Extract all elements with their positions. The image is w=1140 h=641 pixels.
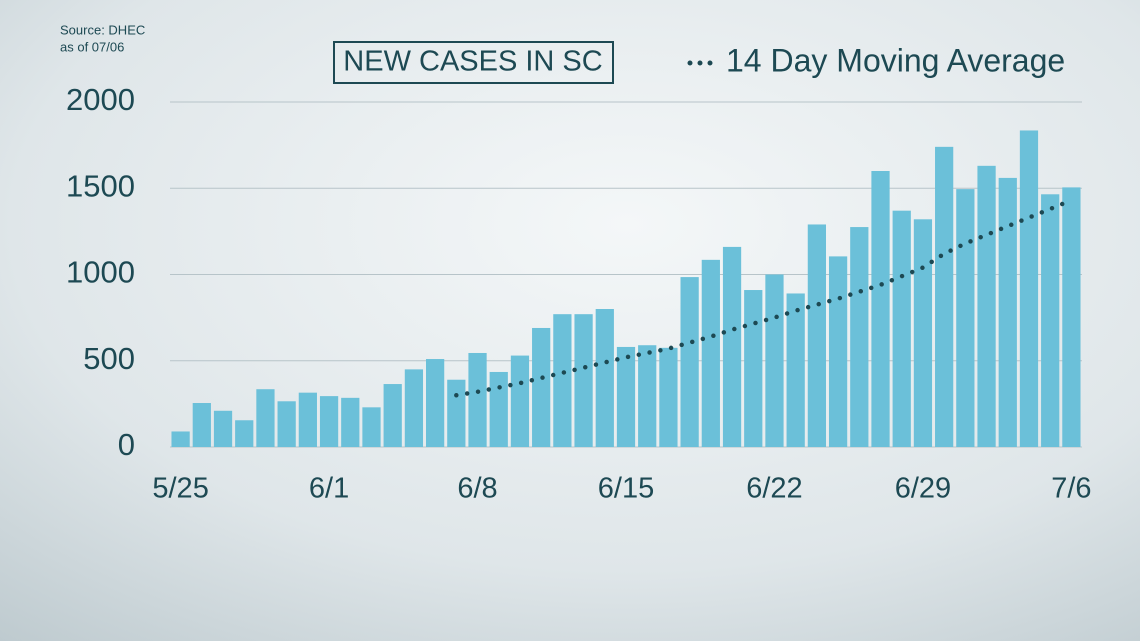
bar (892, 210, 911, 447)
x-tick-label: 6/22 (746, 473, 802, 505)
bar (532, 327, 551, 447)
title-box (333, 41, 614, 84)
bar (595, 309, 614, 447)
bar (235, 420, 254, 447)
x-tick-label: 6/15 (598, 473, 654, 505)
bar (256, 389, 275, 447)
bar (1019, 130, 1039, 447)
bar (192, 403, 211, 447)
bar (786, 293, 805, 447)
x-tick-label: 6/1 (309, 473, 349, 505)
bar (404, 369, 424, 447)
bar (1041, 194, 1060, 447)
legend-label: 14 Day Moving Average (726, 42, 1065, 78)
bar (574, 314, 593, 447)
bar (447, 379, 466, 447)
bar (680, 277, 699, 447)
bar (341, 397, 360, 447)
bar (425, 359, 445, 447)
note: as of 07/06 (60, 39, 124, 54)
bar (977, 165, 996, 447)
x-tick-label: 6/29 (895, 473, 951, 505)
bar (956, 189, 975, 448)
bar (277, 401, 296, 447)
bar (489, 371, 508, 447)
bar (935, 146, 954, 447)
bar (510, 355, 530, 447)
y-tick-label: 1500 (66, 168, 135, 203)
bar (213, 410, 233, 447)
bar (828, 256, 848, 447)
y-tick-label: 1000 (66, 255, 135, 290)
y-tick-label: 2000 (66, 82, 135, 117)
bar (998, 177, 1017, 447)
bar (171, 431, 190, 447)
source: Source: DHEC (60, 22, 145, 37)
bar (744, 290, 763, 447)
bar (850, 227, 869, 447)
bar (765, 274, 784, 447)
bar (298, 392, 317, 447)
bar (638, 345, 657, 447)
bar (913, 219, 933, 447)
bar (807, 224, 827, 447)
bar (383, 384, 402, 447)
bar (553, 314, 572, 447)
moving-average-line (454, 198, 1074, 398)
chart-title: NEW CASES IN SC (343, 46, 602, 78)
bar (468, 352, 487, 447)
bar (659, 347, 678, 447)
x-tick-label: 7/6 (1051, 473, 1091, 505)
x-tick-label: 5/25 (152, 473, 208, 505)
bar (362, 407, 381, 447)
bar (722, 246, 742, 447)
bar (319, 396, 339, 447)
y-tick-label: 500 (83, 341, 135, 376)
y-tick-label: 0 (118, 427, 135, 462)
bar (616, 346, 636, 447)
bar (871, 171, 890, 447)
bar (1062, 187, 1081, 447)
bar (701, 259, 720, 447)
x-tick-label: 6/8 (457, 473, 497, 505)
